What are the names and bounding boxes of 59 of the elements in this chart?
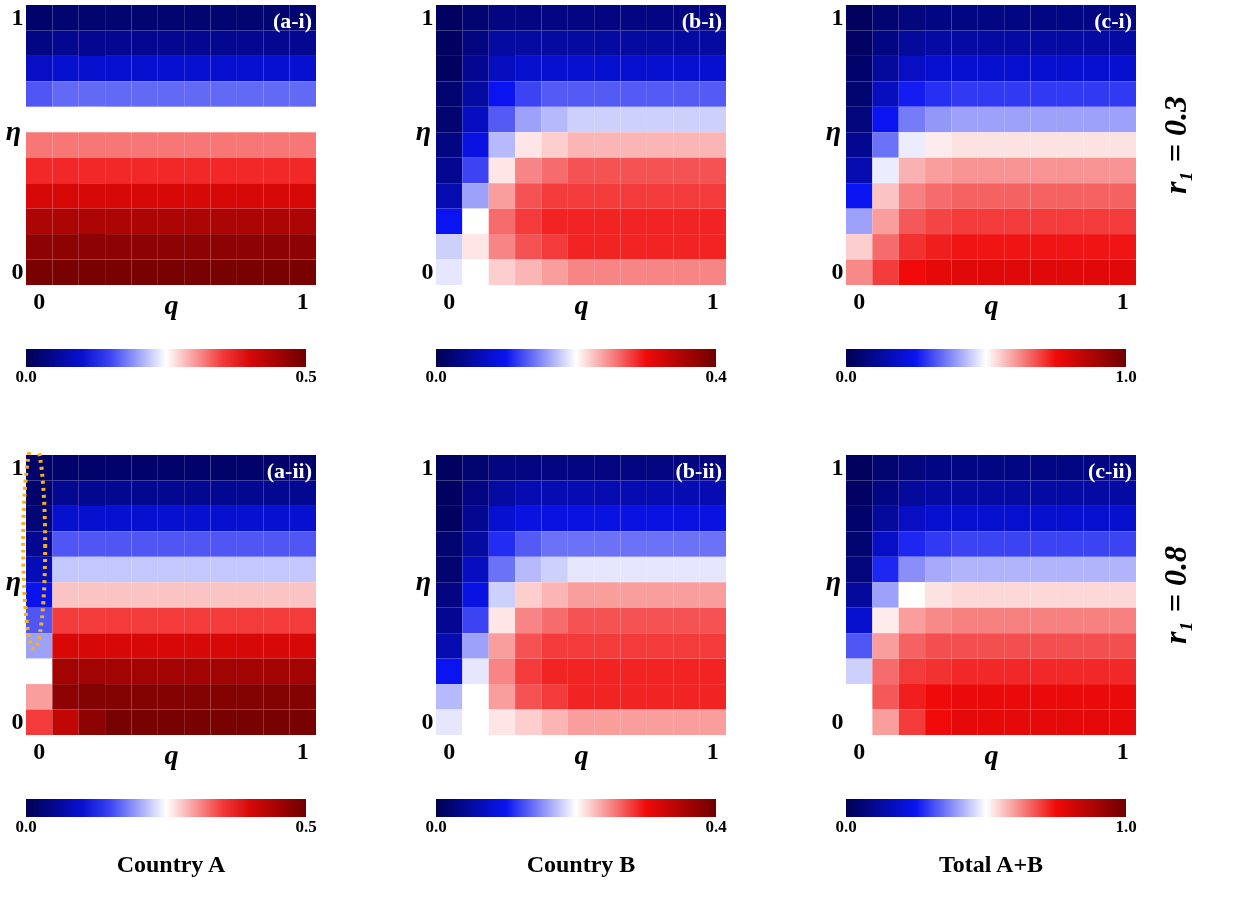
text: Total A+B	[938, 851, 1044, 877]
y-tick-label: 1	[421, 453, 434, 480]
color-bar-label: 1.0	[1115, 367, 1137, 386]
color-bar-label: 0.0	[425, 367, 447, 386]
x-tick-label: 1	[1116, 287, 1129, 314]
y-tick-label: 0	[831, 708, 844, 735]
x-axis-title: q	[984, 738, 999, 770]
annotation: (b-i)	[681, 8, 722, 33]
y-tick-label: 0	[421, 258, 434, 285]
y-axis-title: η	[825, 114, 842, 146]
x-tick-label: 0	[33, 287, 46, 314]
annotation: (c-ii)	[1088, 458, 1132, 483]
y-tick-label: 0	[11, 258, 24, 285]
annotation: (a-i)	[272, 8, 312, 33]
y-tick-label: 1	[831, 453, 844, 480]
y-axis-title: η	[5, 564, 22, 596]
color-bar-label: 0.5	[295, 367, 317, 386]
y-tick-label: 1	[831, 3, 844, 30]
color-bar-label: 0.0	[835, 817, 857, 836]
y-tick-label: 1	[11, 453, 24, 480]
text: Country B	[526, 851, 636, 877]
color-bar-label: 0.0	[835, 367, 857, 386]
annotation: (c-i)	[1094, 8, 1132, 33]
x-tick-label: 0	[853, 737, 866, 764]
color-bar-label: 0.0	[425, 817, 447, 836]
text: Country A	[116, 851, 226, 877]
text: r₁ = 0.8	[1157, 546, 1193, 644]
color-bar-label: 1.0	[1115, 817, 1137, 836]
x-tick-label: 0	[853, 287, 866, 314]
color-bar-label: 0.5	[295, 817, 317, 836]
y-axis-title: η	[415, 564, 432, 596]
y-tick-label: 0	[421, 708, 434, 735]
color-bar-label: 0.4	[705, 817, 728, 836]
color-bar-label: 0.4	[705, 367, 728, 386]
color-bar-label: 0.0	[15, 817, 37, 836]
y-axis-title: η	[825, 564, 842, 596]
text: r₁ = 0.3	[1157, 96, 1193, 194]
x-tick-label: 1	[296, 287, 309, 314]
y-tick-label: 1	[11, 3, 24, 30]
x-axis-title: q	[164, 288, 179, 320]
x-axis-title: q	[574, 738, 589, 770]
x-axis-title: q	[984, 288, 999, 320]
annotation: (b-ii)	[675, 458, 722, 483]
x-axis-title: q	[574, 288, 589, 320]
y-tick-label: 0	[11, 708, 24, 735]
y-axis-title: η	[415, 114, 432, 146]
y-tick-label: 1	[421, 3, 434, 30]
x-tick-label: 0	[443, 737, 456, 764]
x-tick-label: 1	[296, 737, 309, 764]
x-tick-label: 1	[706, 737, 719, 764]
x-tick-label: 1	[706, 287, 719, 314]
y-tick-label: 0	[831, 258, 844, 285]
x-tick-label: 0	[33, 737, 46, 764]
annotation: (a-ii)	[266, 458, 312, 483]
x-tick-label: 1	[1116, 737, 1129, 764]
x-tick-label: 0	[443, 287, 456, 314]
y-axis-title: η	[5, 114, 22, 146]
x-axis-title: q	[164, 738, 179, 770]
color-bar-label: 0.0	[15, 367, 37, 386]
